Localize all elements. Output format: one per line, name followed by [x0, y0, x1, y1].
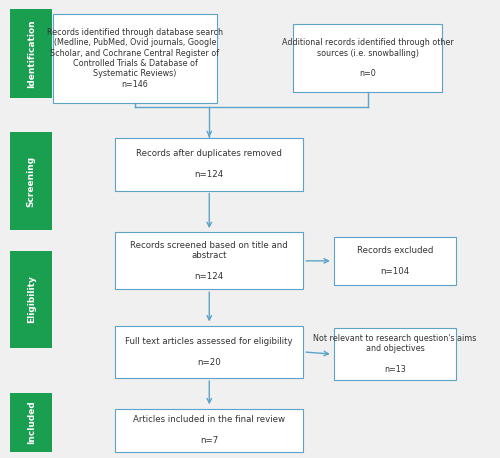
FancyBboxPatch shape	[10, 393, 52, 452]
Text: Screening: Screening	[27, 156, 36, 207]
FancyBboxPatch shape	[334, 328, 456, 380]
Text: Records after duplicates removed

n=124: Records after duplicates removed n=124	[136, 149, 282, 179]
Text: Identification: Identification	[27, 19, 36, 88]
FancyBboxPatch shape	[10, 251, 52, 349]
FancyBboxPatch shape	[115, 326, 304, 378]
Text: Eligibility: Eligibility	[27, 276, 36, 323]
Text: Records identified through database search
(Medline, PubMed, Ovid journals, Goog: Records identified through database sear…	[47, 28, 223, 89]
FancyBboxPatch shape	[115, 409, 304, 452]
Text: Not relevant to research question's aims
and objectives

n=13: Not relevant to research question's aims…	[313, 334, 476, 374]
Text: Articles included in the final review

n=7: Articles included in the final review n=…	[134, 415, 286, 445]
Text: Included: Included	[27, 401, 36, 444]
Text: Records screened based on title and
abstract

n=124: Records screened based on title and abst…	[130, 241, 288, 281]
FancyBboxPatch shape	[10, 9, 52, 98]
FancyBboxPatch shape	[10, 132, 52, 230]
Text: Additional records identified through other
sources (i.e. snowballing)

n=0: Additional records identified through ot…	[282, 38, 454, 78]
FancyBboxPatch shape	[294, 24, 442, 93]
Text: Records excluded

n=104: Records excluded n=104	[356, 246, 433, 276]
FancyBboxPatch shape	[115, 232, 304, 289]
FancyBboxPatch shape	[54, 14, 216, 103]
Text: Full text articles assessed for eligibility

n=20: Full text articles assessed for eligibil…	[126, 337, 293, 367]
FancyBboxPatch shape	[334, 237, 456, 285]
FancyBboxPatch shape	[115, 138, 304, 191]
